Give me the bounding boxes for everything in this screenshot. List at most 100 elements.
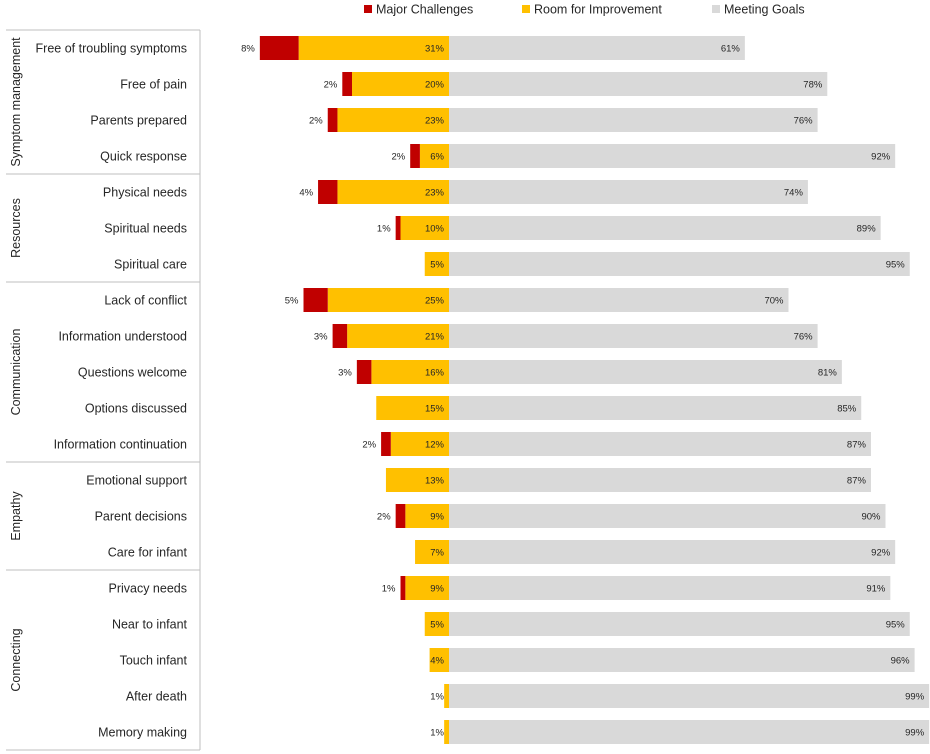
value-room-for-improvement-free-of-pain: 20% [425, 80, 445, 91]
value-room-for-improvement-options-discussed: 15% [425, 404, 445, 415]
bars [259, 36, 930, 744]
bar-meeting-goals-physical-needs [449, 180, 808, 204]
value-room-for-improvement-emotional-support: 13% [425, 476, 445, 487]
value-room-for-improvement-touch-infant: 4% [430, 656, 444, 667]
bar-room-for-improvement-touch-infant [429, 648, 449, 672]
category-label-spiritual-care: Spiritual care [114, 258, 187, 272]
bar-meeting-goals-memory-making [449, 720, 930, 744]
bar-major-challenges-lack-of-conflict [303, 288, 328, 312]
category-label-privacy-needs: Privacy needs [108, 582, 187, 596]
category-label-free-of-pain: Free of pain [120, 78, 187, 92]
value-meeting-goals-lack-of-conflict: 70% [764, 296, 784, 307]
value-room-for-improvement-information-continuation: 12% [425, 440, 445, 451]
bar-room-for-improvement-physical-needs [337, 180, 449, 204]
bar-room-for-improvement-lack-of-conflict [327, 288, 449, 312]
bar-major-challenges-information-continuation [381, 432, 391, 456]
legend-swatch-meeting-goals [712, 5, 720, 13]
bar-room-for-improvement-care-for-infant [415, 540, 449, 564]
bar-room-for-improvement-free-of-pain [352, 72, 449, 96]
legend-label-room-for-improvement: Room for Improvement [534, 3, 662, 17]
bar-room-for-improvement-spiritual-care [424, 252, 449, 276]
value-meeting-goals-care-for-infant: 92% [871, 548, 891, 559]
value-meeting-goals-information-continuation: 87% [847, 440, 867, 451]
value-meeting-goals-near-to-infant: 95% [886, 620, 906, 631]
value-room-for-improvement-free-of-troubling-symptoms: 31% [425, 44, 445, 55]
bar-major-challenges-spiritual-needs [395, 216, 401, 240]
bar-meeting-goals-quick-response [449, 144, 896, 168]
group-label-empathy: Empathy [9, 491, 23, 541]
bar-meeting-goals-near-to-infant [449, 612, 910, 636]
bar-major-challenges-quick-response [410, 144, 420, 168]
category-frame [6, 29, 201, 751]
category-label-options-discussed: Options discussed [85, 402, 187, 416]
category-label-touch-infant: Touch infant [120, 654, 188, 668]
value-room-for-improvement-privacy-needs: 9% [430, 584, 444, 595]
bar-meeting-goals-free-of-pain [449, 72, 828, 96]
bar-major-challenges-parents-prepared [327, 108, 338, 132]
value-meeting-goals-information-understood: 76% [794, 332, 814, 343]
value-room-for-improvement-quick-response: 6% [430, 152, 444, 163]
value-major-challenges-physical-needs: 4% [299, 188, 313, 199]
legend-label-meeting-goals: Meeting Goals [724, 3, 805, 17]
value-major-challenges-privacy-needs: 1% [382, 584, 396, 595]
bar-room-for-improvement-information-continuation [390, 432, 449, 456]
value-room-for-improvement-questions-welcome: 16% [425, 368, 445, 379]
bar-meeting-goals-information-understood [449, 324, 818, 348]
bar-major-challenges-physical-needs [318, 180, 338, 204]
bar-major-challenges-privacy-needs [400, 576, 406, 600]
bar-room-for-improvement-near-to-infant [424, 612, 449, 636]
value-room-for-improvement-parents-prepared: 23% [425, 116, 445, 127]
value-meeting-goals-questions-welcome: 81% [818, 368, 838, 379]
category-label-physical-needs: Physical needs [103, 186, 187, 200]
value-meeting-goals-physical-needs: 74% [784, 188, 804, 199]
bar-major-challenges-information-understood [332, 324, 348, 348]
legend-swatch-room-for-improvement [522, 5, 530, 13]
category-label-care-for-infant: Care for infant [108, 546, 188, 560]
category-label-questions-welcome: Questions welcome [78, 366, 187, 380]
group-label-communication: Communication [9, 329, 23, 416]
bar-meeting-goals-parents-prepared [449, 108, 818, 132]
bar-room-for-improvement-emotional-support [385, 468, 449, 492]
bar-room-for-improvement-parents-prepared [337, 108, 449, 132]
value-major-challenges-questions-welcome: 3% [338, 368, 352, 379]
value-meeting-goals-spiritual-care: 95% [886, 260, 906, 271]
legend-label-major-challenges: Major Challenges [376, 3, 473, 17]
value-labels: 61% 31% 8% 78% 20% 2% 76% 23% 2% 92% 6% 2% 74% 23% 4% 8… [241, 44, 925, 739]
bar-meeting-goals-after-death [449, 684, 930, 708]
value-meeting-goals-after-death: 99% [905, 692, 925, 703]
value-meeting-goals-free-of-troubling-symptoms: 61% [721, 44, 741, 55]
bar-room-for-improvement-parent-decisions [405, 504, 449, 528]
group-label-symptom-management: Symptom management [9, 37, 23, 167]
value-room-for-improvement-information-understood: 21% [425, 332, 445, 343]
value-meeting-goals-options-discussed: 85% [837, 404, 857, 415]
category-label-memory-making: Memory making [98, 726, 187, 740]
bar-major-challenges-free-of-pain [342, 72, 352, 96]
value-major-challenges-quick-response: 2% [391, 152, 405, 163]
value-room-for-improvement-near-to-infant: 5% [430, 620, 444, 631]
value-major-challenges-parents-prepared: 2% [309, 116, 323, 127]
group-label-resources: Resources [9, 198, 23, 258]
value-major-challenges-lack-of-conflict: 5% [285, 296, 299, 307]
value-meeting-goals-privacy-needs: 91% [866, 584, 886, 595]
bar-meeting-goals-touch-infant [449, 648, 915, 672]
bar-room-for-improvement-memory-making [444, 720, 449, 744]
category-label-spiritual-needs: Spiritual needs [104, 222, 187, 236]
bar-meeting-goals-care-for-infant [449, 540, 896, 564]
value-meeting-goals-spiritual-needs: 89% [857, 224, 877, 235]
value-room-for-improvement-physical-needs: 23% [425, 188, 445, 199]
bar-room-for-improvement-free-of-troubling-symptoms [298, 36, 449, 60]
category-label-parents-prepared: Parents prepared [90, 114, 187, 128]
category-label-emotional-support: Emotional support [86, 474, 187, 488]
value-meeting-goals-parents-prepared: 76% [794, 116, 814, 127]
value-meeting-goals-parent-decisions: 90% [861, 512, 881, 523]
category-label-information-continuation: Information continuation [54, 438, 187, 452]
bar-room-for-improvement-privacy-needs [405, 576, 449, 600]
value-major-challenges-spiritual-needs: 1% [377, 224, 391, 235]
value-meeting-goals-touch-infant: 96% [891, 656, 911, 667]
bar-room-for-improvement-after-death [444, 684, 449, 708]
legend-swatch-major-challenges [364, 5, 372, 13]
value-major-challenges-free-of-troubling-symptoms: 8% [241, 44, 255, 55]
value-major-challenges-information-understood: 3% [314, 332, 328, 343]
category-label-quick-response: Quick response [100, 150, 187, 164]
